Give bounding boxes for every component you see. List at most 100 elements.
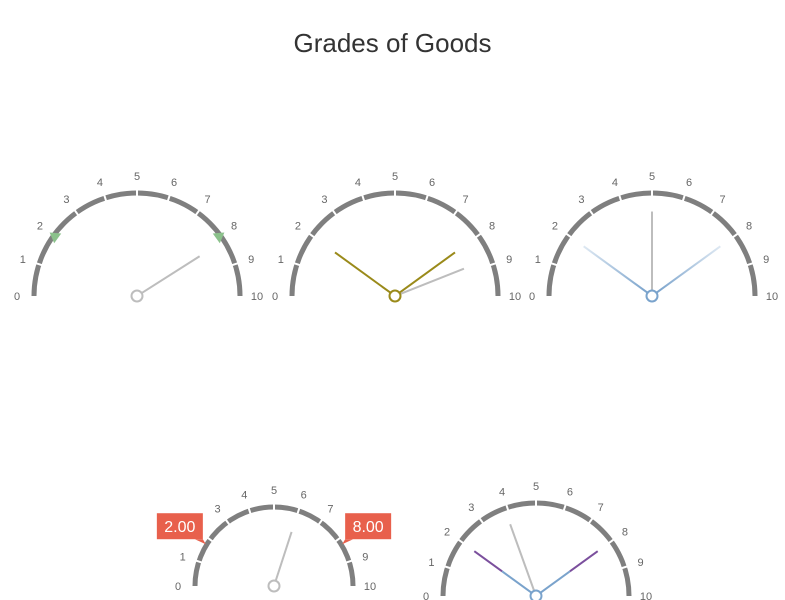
- gauge-arc: [31, 190, 243, 297]
- tick-label: 3: [215, 503, 221, 515]
- tick-mark: [34, 261, 44, 267]
- tick-label: 7: [204, 194, 210, 206]
- tick-label: 2: [295, 220, 301, 232]
- pointer-needle: [583, 245, 648, 294]
- tick-mark: [334, 536, 342, 543]
- gauge-1: 0 1 2 3 4 5 6 7 8 9 10: [14, 171, 263, 303]
- pointer-needle: [509, 523, 535, 591]
- gauge-arc: [289, 190, 501, 297]
- pointer-hub: [388, 289, 402, 303]
- marker-triangle: [212, 232, 225, 244]
- tick-label: 1: [535, 254, 541, 266]
- tick-label: 7: [598, 502, 604, 514]
- tick-mark: [731, 232, 740, 239]
- gauge-arc: [440, 500, 632, 597]
- tick-label: 1: [180, 551, 186, 563]
- value-label: 8.00: [342, 513, 392, 545]
- tick-mark: [73, 208, 80, 217]
- pointer-needle-tip: [569, 550, 599, 573]
- tick-label: 6: [171, 177, 177, 189]
- tick-label: 3: [63, 194, 69, 206]
- tick-mark: [292, 261, 302, 267]
- tick-label: 6: [301, 490, 307, 502]
- tick-label: 1: [20, 254, 26, 266]
- tick-label: 4: [241, 490, 247, 502]
- tick-mark: [317, 518, 324, 526]
- tick-mark: [564, 232, 573, 239]
- tick-label: 5: [533, 481, 539, 493]
- tick-label: 10: [364, 581, 376, 593]
- tick-mark: [588, 208, 595, 217]
- tick-label: 9: [638, 557, 644, 569]
- tick-mark: [549, 261, 559, 267]
- tick-label: 7: [462, 194, 468, 206]
- pointer-needle-tip: [473, 550, 503, 573]
- tick-label: 10: [251, 291, 263, 303]
- tick-mark: [345, 559, 354, 564]
- tick-label: 4: [97, 177, 103, 189]
- tick-mark: [620, 565, 629, 570]
- tick-mark: [230, 261, 240, 267]
- pointer-needle: [399, 251, 456, 294]
- tick-mark: [452, 208, 459, 217]
- tick-label: 2: [552, 220, 558, 232]
- tick-mark: [443, 565, 452, 570]
- tick-label: 9: [362, 551, 368, 563]
- tick-label: 9: [506, 254, 512, 266]
- tick-label: 4: [355, 177, 361, 189]
- tick-label: 0: [529, 291, 535, 303]
- tick-mark: [224, 518, 231, 526]
- tick-label: 5: [271, 485, 277, 497]
- tick-mark: [681, 193, 687, 203]
- tick-mark: [478, 516, 485, 525]
- tick-mark: [709, 208, 716, 217]
- tick-label: 10: [509, 291, 521, 303]
- tick-mark: [474, 232, 483, 239]
- tick-mark: [307, 232, 316, 239]
- gauge-5: 0 1 2 3 4 5 6 7 8 9 10: [423, 481, 652, 600]
- tick-mark: [102, 193, 108, 203]
- tick-label: 2: [444, 526, 450, 538]
- tick-label: 7: [719, 194, 725, 206]
- tick-mark: [424, 193, 430, 203]
- pointer-needle: [334, 251, 391, 294]
- tick-mark: [194, 559, 203, 564]
- tick-mark: [587, 516, 594, 525]
- tick-mark: [296, 506, 301, 515]
- pointer-needle: [501, 570, 532, 594]
- tick-mark: [206, 536, 214, 543]
- tick-mark: [505, 503, 510, 512]
- tick-label: 3: [578, 194, 584, 206]
- tick-label: 5: [134, 171, 140, 183]
- tick-label: 10: [766, 291, 778, 303]
- value-label-text: 2.00: [164, 519, 195, 536]
- gauge-3: 0 1 2 3 4 5 6 7 8 9 10: [529, 171, 778, 303]
- tick-label: 8: [231, 220, 237, 232]
- tick-label: 10: [640, 591, 652, 600]
- tick-label: 6: [429, 177, 435, 189]
- tick-label: 2: [37, 220, 43, 232]
- gauge-2: 0 1 2 3 4 5 6 7 8 9 10: [272, 171, 521, 303]
- tick-label: 1: [428, 557, 434, 569]
- tick-label: 9: [763, 254, 769, 266]
- value-label: 2.00: [156, 513, 206, 545]
- pointer-hub: [267, 579, 281, 593]
- pointer-hub: [645, 289, 659, 303]
- tick-label: 3: [321, 194, 327, 206]
- pointer-needle: [656, 245, 721, 294]
- tick-mark: [194, 208, 201, 217]
- tick-mark: [456, 538, 465, 545]
- tick-label: 3: [468, 502, 474, 514]
- tick-label: 8: [746, 220, 752, 232]
- tick-label: 1: [278, 254, 284, 266]
- tick-mark: [607, 538, 616, 545]
- pointer-hub: [529, 589, 543, 600]
- pointer-needle: [141, 255, 201, 294]
- tick-mark: [166, 193, 172, 203]
- tick-label: 0: [423, 591, 429, 600]
- tick-label: 0: [14, 291, 20, 303]
- tick-mark: [617, 193, 623, 203]
- tick-label: 4: [612, 177, 618, 189]
- tick-mark: [247, 506, 252, 515]
